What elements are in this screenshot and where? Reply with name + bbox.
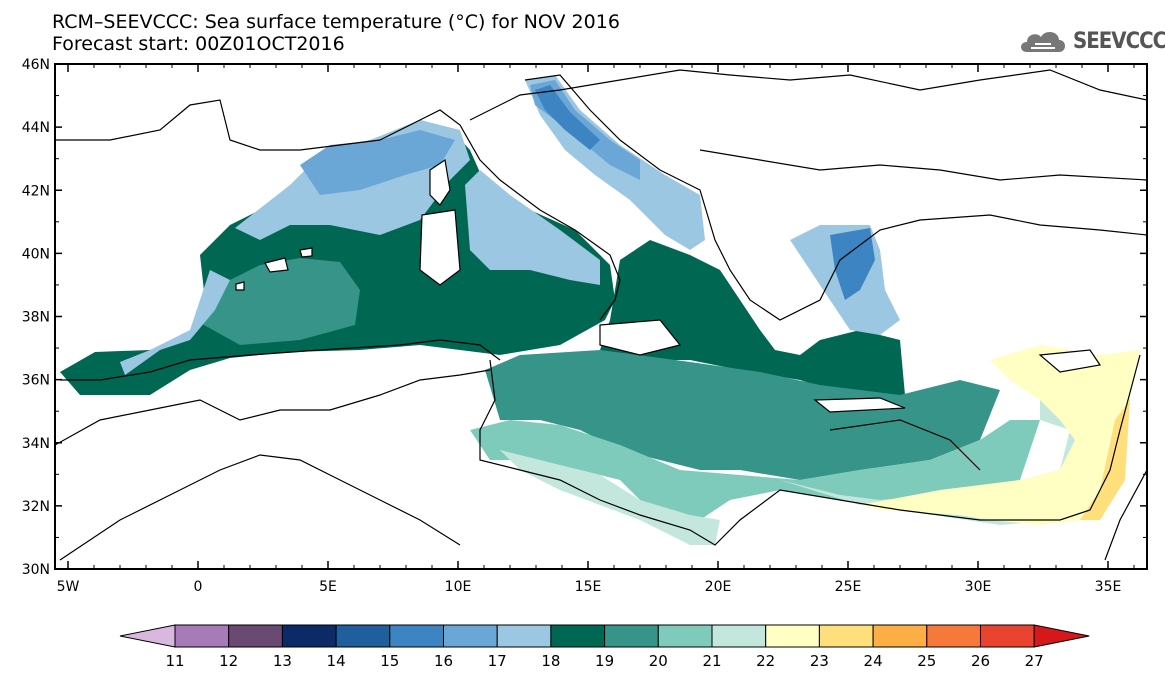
colorbar: 11 12 13 14 15 16 17 18 19 20 21 22 23 24 25 26 27 — [119, 624, 1090, 670]
colorbar-swatch — [765, 624, 820, 648]
colorbar-swatch — [818, 624, 874, 648]
colorbar-swatch — [228, 624, 283, 648]
lon-label: 30E — [965, 579, 992, 595]
lon-label: 5W — [57, 579, 80, 595]
lat-label: 34N — [22, 436, 50, 452]
coastlines — [55, 69, 1147, 561]
ibiza — [235, 281, 245, 291]
sst-field — [60, 75, 1140, 545]
colorbar-label: 19 — [595, 652, 614, 670]
menorca — [299, 247, 313, 258]
colorbar-label: 27 — [1025, 652, 1044, 670]
lon-label: 10E — [445, 579, 472, 595]
cloud-icon — [1021, 31, 1065, 52]
lat-label: 42N — [22, 183, 50, 199]
lat-label: 38N — [22, 310, 50, 326]
lat-label: 32N — [22, 499, 50, 515]
cyprus — [1038, 349, 1102, 373]
colorbar-swatch — [980, 624, 1035, 648]
colorbar-label: 16 — [434, 652, 453, 670]
colorbar-swatch — [657, 624, 713, 648]
colorbar-swatch — [389, 624, 444, 648]
colorbar-label: 15 — [380, 652, 399, 670]
colorbar-label: 20 — [649, 652, 668, 670]
sst-region-aegean-cold — [830, 228, 875, 300]
colorbar-label: 17 — [488, 652, 507, 670]
lat-label: 40N — [22, 246, 50, 262]
colorbar-label: 21 — [702, 652, 721, 670]
longitude-axis: 5W 0 5E 10E 15E 20E 25E 30E 35E — [57, 64, 1135, 595]
colorbar-label: 22 — [756, 652, 775, 670]
lon-label: 0 — [194, 579, 203, 595]
lon-label: 5E — [319, 579, 337, 595]
mallorca — [264, 257, 289, 273]
latitude-axis: 46N 44N 42N 40N 38N 36N 34N 32N 30N — [22, 57, 1147, 578]
sicily — [599, 319, 682, 356]
sst-region-levant — [860, 345, 1140, 525]
colorbar-swatch — [872, 624, 928, 648]
corsica — [429, 158, 451, 206]
lon-label: 35E — [1095, 579, 1122, 595]
colorbar-label: 24 — [864, 652, 883, 670]
colorbar-label: 14 — [327, 652, 346, 670]
lon-label: 15E — [575, 579, 602, 595]
logo-text: SEEVCCC — [1073, 28, 1165, 54]
lat-label: 46N — [22, 57, 50, 73]
colorbar-swatch — [335, 624, 391, 648]
colorbar-label: 13 — [273, 652, 292, 670]
seevccc-logo: SEEVCCC — [1017, 24, 1165, 58]
lat-label: 30N — [22, 562, 50, 578]
colorbar-label: 23 — [810, 652, 829, 670]
lat-label: 44N — [22, 120, 50, 136]
colorbar-label: 18 — [541, 652, 560, 670]
map-title: RCM–SEEVCCC: Sea surface temperature (°C… — [52, 11, 620, 33]
sst-region-lion-cold — [300, 130, 455, 195]
colorbar-swatch — [711, 624, 767, 648]
colorbar-swatch — [281, 624, 337, 648]
forecast-start-label: Forecast start: 00Z01OCT2016 — [52, 33, 345, 55]
sst-region-sirte — [500, 450, 720, 545]
sst-region-adriatic-coldest — [535, 85, 600, 150]
colorbar-swatch — [604, 624, 659, 648]
colorbar-label: 12 — [219, 652, 238, 670]
colorbar-swatch — [926, 624, 981, 648]
colorbar-under-arrow — [119, 624, 176, 648]
colorbar-label: 26 — [971, 652, 990, 670]
sst-region-tyrrhenian — [465, 170, 600, 285]
colorbar-swatch — [550, 624, 606, 648]
sst-region-central — [485, 350, 1000, 480]
colorbar-swatch — [496, 624, 552, 648]
sst-region-libya — [470, 420, 1040, 520]
colorbar-label: 25 — [917, 652, 936, 670]
colorbar-swatch — [174, 624, 230, 648]
lon-label: 25E — [835, 579, 862, 595]
colorbar-swatch — [443, 624, 498, 648]
sardinia — [419, 209, 461, 286]
sst-region-west-mid — [195, 258, 360, 345]
sst-region-levant-warm — [1080, 400, 1130, 520]
sst-region-ionian — [600, 240, 905, 400]
sst-region-alboran — [120, 270, 230, 375]
lat-label: 36N — [22, 373, 50, 389]
islands — [235, 158, 1102, 413]
lon-label: 20E — [705, 579, 732, 595]
crete — [813, 397, 906, 413]
colorbar-label: 11 — [165, 652, 184, 670]
colorbar-over-arrow — [1033, 624, 1090, 648]
